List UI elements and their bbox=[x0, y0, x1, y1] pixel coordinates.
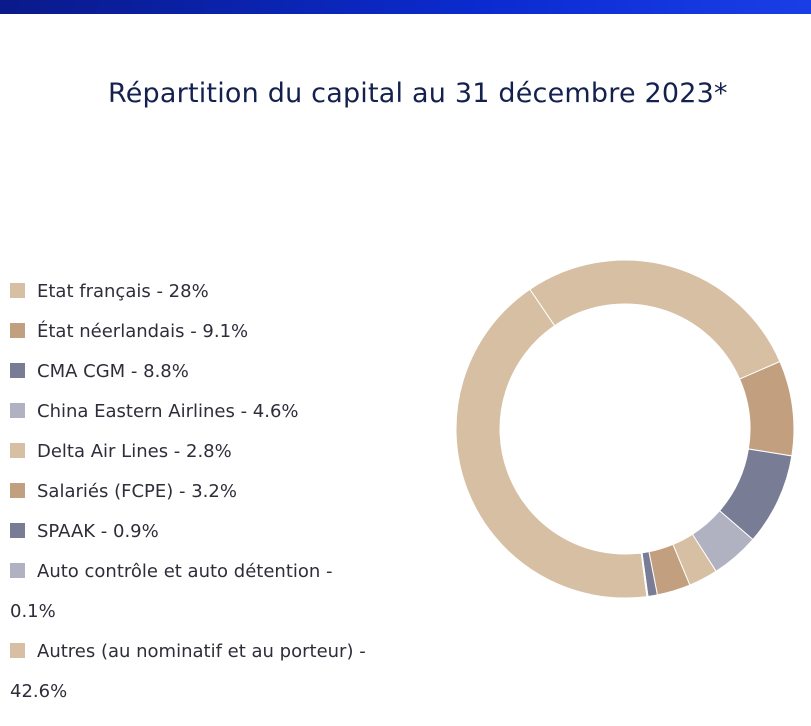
legend-item: Auto contrôle et auto détention - 0.1% bbox=[10, 552, 370, 632]
legend-item: SPAAK - 0.9% bbox=[10, 512, 370, 552]
legend-label: Delta Air Lines - 2.8% bbox=[37, 441, 232, 462]
legend-label: Autres (au nominatif et au porteur) - 42… bbox=[10, 641, 366, 702]
legend-swatch bbox=[10, 283, 25, 298]
donut-chart bbox=[440, 244, 811, 616]
donut-slice bbox=[529, 259, 781, 380]
legend-item: China Eastern Airlines - 4.6% bbox=[10, 392, 370, 432]
legend-label: Etat français - 28% bbox=[37, 281, 209, 302]
legend-swatch bbox=[10, 483, 25, 498]
legend-swatch bbox=[10, 523, 25, 538]
chart-title: Répartition du capital au 31 décembre 20… bbox=[108, 78, 728, 109]
legend-label: China Eastern Airlines - 4.6% bbox=[37, 401, 299, 422]
legend-item: Delta Air Lines - 2.8% bbox=[10, 432, 370, 472]
legend-label: Auto contrôle et auto détention - 0.1% bbox=[10, 561, 333, 622]
donut-slice bbox=[738, 360, 795, 457]
legend-item: État néerlandais - 9.1% bbox=[10, 312, 370, 352]
legend-item: CMA CGM - 8.8% bbox=[10, 352, 370, 392]
legend-label: État néerlandais - 9.1% bbox=[37, 321, 249, 342]
top-accent-bar bbox=[0, 0, 811, 14]
legend-swatch bbox=[10, 443, 25, 458]
legend-item: Etat français - 28% bbox=[10, 272, 370, 312]
legend-swatch bbox=[10, 563, 25, 578]
legend-item: Salariés (FCPE) - 3.2% bbox=[10, 472, 370, 512]
legend-label: Salariés (FCPE) - 3.2% bbox=[37, 481, 237, 502]
donut-slice bbox=[455, 288, 648, 599]
donut-chart-svg bbox=[455, 259, 795, 599]
legend-label: SPAAK - 0.9% bbox=[37, 521, 159, 542]
chart-legend: Etat français - 28% État néerlandais - 9.… bbox=[10, 272, 370, 712]
legend-swatch bbox=[10, 643, 25, 658]
donut-slice bbox=[640, 552, 649, 598]
legend-swatch bbox=[10, 323, 25, 338]
legend-item: Autres (au nominatif et au porteur) - 42… bbox=[10, 632, 370, 712]
legend-swatch bbox=[10, 403, 25, 418]
legend-swatch bbox=[10, 363, 25, 378]
legend-label: CMA CGM - 8.8% bbox=[37, 361, 189, 382]
